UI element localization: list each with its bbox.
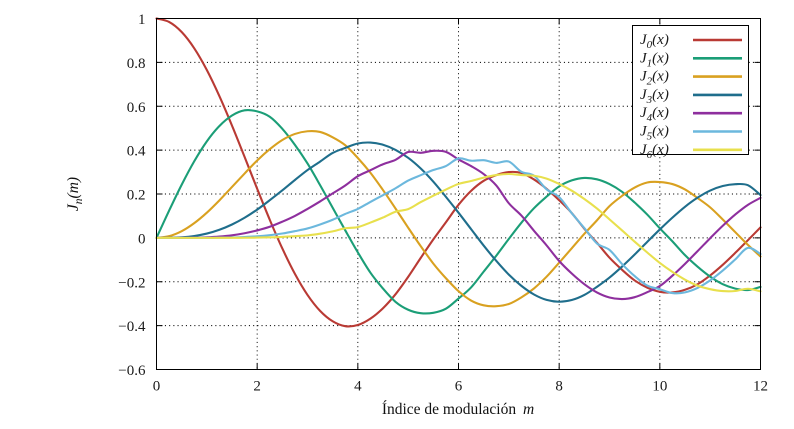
x-tick-label: 12	[753, 379, 768, 395]
svg-text:Índice de modulación m: Índice de modulación m	[382, 401, 534, 418]
series-curve-j2x	[155, 129, 762, 308]
series-curve-j0x	[155, 17, 762, 328]
y-tick-label: 0.6	[127, 100, 146, 116]
y-axis-title: Jn(m)	[65, 177, 85, 211]
y-tick-label: 0.8	[127, 56, 146, 72]
plot-frame	[156, 18, 761, 370]
legend: J0(x)J1(x)J2(x)J3(x)J4(x)J5(x)J6(x)	[632, 25, 749, 161]
series-curve-j3x	[155, 141, 762, 303]
legend-label-j1x: J1(x)	[640, 50, 669, 69]
y-tick-label: 1	[138, 12, 146, 28]
y-tick-label: −0.4	[118, 319, 146, 335]
data-series-group	[155, 17, 762, 328]
series-curve-j5x	[155, 157, 762, 295]
x-tick-label: 10	[652, 379, 667, 395]
svg-text:Jn(m): Jn(m)	[65, 177, 85, 211]
x-tick-label: 0	[153, 379, 161, 395]
y-tick-label: 0.4	[127, 144, 146, 160]
legend-label-j0x: J0(x)	[640, 32, 669, 51]
x-tick-label: 2	[253, 379, 261, 395]
y-axis-tick-labels: −0.6 −0.4 −0.2 0 0.2 0.4 0.6 0.8 1	[118, 12, 146, 379]
x-axis-tick-labels: 0 2 4 6 8 10 12	[153, 379, 768, 395]
x-axis-title: Índice de modulación m	[382, 401, 534, 418]
y-tick-label: 0	[138, 231, 146, 247]
legend-label-j4x: J4(x)	[640, 105, 669, 124]
legend-label-j3x: J3(x)	[640, 87, 669, 106]
legend-label-j5x: J5(x)	[640, 124, 669, 143]
legend-box	[632, 25, 749, 155]
x-tick-label: 8	[555, 379, 563, 395]
x-tick-label: 6	[455, 379, 463, 395]
series-curve-j6x	[155, 172, 762, 293]
legend-items: J0(x)J1(x)J2(x)J3(x)J4(x)J5(x)J6(x)	[640, 32, 742, 161]
legend-label-j2x: J2(x)	[640, 69, 669, 88]
legend-label-j6x: J6(x)	[640, 142, 669, 161]
y-tick-label: −0.2	[118, 275, 145, 291]
x-tick-label: 4	[354, 379, 362, 395]
y-tick-label: 0.2	[127, 188, 146, 204]
y-tick-label: −0.6	[118, 363, 146, 379]
